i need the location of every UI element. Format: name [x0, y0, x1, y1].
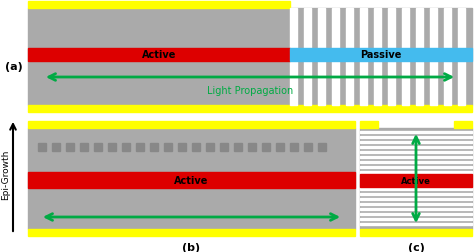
Bar: [122, 143, 130, 151]
Bar: [360, 174, 472, 187]
Text: Active: Active: [142, 50, 176, 60]
Bar: [360, 188, 472, 190]
Bar: [444, 9, 451, 106]
Bar: [80, 143, 88, 151]
Bar: [290, 143, 298, 151]
Text: (a): (a): [5, 62, 23, 72]
Bar: [360, 141, 472, 143]
Bar: [136, 143, 144, 151]
Bar: [360, 146, 472, 148]
Bar: [360, 171, 472, 173]
Bar: [290, 9, 472, 106]
Bar: [304, 9, 311, 106]
Bar: [454, 121, 472, 129]
Bar: [108, 143, 116, 151]
Bar: [28, 9, 290, 106]
Bar: [290, 48, 472, 61]
Text: Active: Active: [174, 175, 209, 185]
Bar: [360, 121, 378, 129]
Bar: [360, 193, 472, 195]
Bar: [234, 143, 242, 151]
Bar: [28, 229, 355, 236]
Text: Passive: Passive: [360, 50, 401, 60]
Bar: [360, 213, 472, 215]
Bar: [28, 121, 355, 129]
Bar: [262, 143, 270, 151]
Bar: [66, 143, 74, 151]
Text: Light Propagation: Light Propagation: [207, 86, 293, 96]
Text: (c): (c): [408, 242, 424, 252]
Bar: [388, 9, 395, 106]
Bar: [28, 48, 290, 61]
Bar: [318, 9, 325, 106]
Bar: [360, 131, 472, 133]
Bar: [374, 9, 381, 106]
Bar: [360, 223, 472, 225]
Bar: [164, 143, 172, 151]
Bar: [360, 208, 472, 210]
Bar: [332, 9, 339, 106]
Text: Epi-Growth: Epi-Growth: [1, 149, 10, 199]
Bar: [304, 143, 312, 151]
Bar: [318, 143, 326, 151]
Bar: [346, 9, 353, 106]
Bar: [360, 203, 472, 205]
Bar: [206, 143, 214, 151]
Bar: [416, 9, 423, 106]
Bar: [220, 143, 228, 151]
Bar: [28, 106, 472, 113]
Bar: [360, 198, 472, 200]
Text: (b): (b): [182, 242, 201, 252]
Bar: [360, 166, 472, 168]
Bar: [248, 143, 256, 151]
Bar: [178, 143, 186, 151]
Bar: [360, 161, 472, 163]
Bar: [28, 2, 290, 9]
Bar: [360, 151, 472, 153]
Bar: [360, 9, 367, 106]
Bar: [150, 143, 158, 151]
Bar: [276, 143, 284, 151]
Bar: [38, 143, 46, 151]
Bar: [360, 156, 472, 158]
Bar: [52, 143, 60, 151]
Bar: [360, 136, 472, 138]
Bar: [360, 218, 472, 220]
Bar: [360, 229, 472, 236]
Bar: [360, 129, 472, 229]
Bar: [28, 172, 355, 188]
Bar: [402, 9, 409, 106]
Bar: [28, 129, 355, 229]
Bar: [192, 143, 200, 151]
Text: Active: Active: [401, 176, 431, 185]
Bar: [430, 9, 437, 106]
Bar: [94, 143, 102, 151]
Bar: [290, 9, 297, 106]
Bar: [458, 9, 465, 106]
